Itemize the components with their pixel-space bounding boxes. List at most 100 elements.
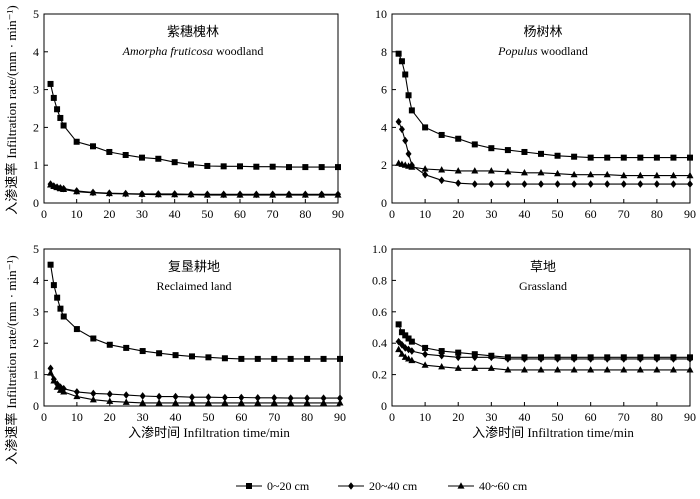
data-point [455, 353, 462, 362]
data-point [587, 355, 594, 363]
x-tick-label: 0 [389, 410, 395, 424]
data-point [402, 136, 409, 145]
data-point [537, 366, 545, 373]
y-axis-label-top: 入渗速率 Infiltration rate/(mm · min⁻¹) [4, 5, 19, 214]
data-point [438, 166, 446, 173]
data-point [47, 364, 54, 373]
data-point [122, 151, 129, 158]
data-point [554, 366, 562, 373]
legend-marker [457, 482, 465, 489]
y-tick-label: 10 [375, 7, 387, 21]
data-point [73, 187, 81, 195]
data-point [471, 141, 478, 148]
data-point [471, 364, 479, 371]
data-point [320, 394, 327, 402]
data-point [687, 154, 693, 161]
data-point [287, 355, 294, 362]
panel-title-en-rest: Grassland [519, 279, 567, 293]
y-tick-label: 5 [33, 242, 39, 256]
data-point [653, 171, 661, 179]
legend-marker [348, 482, 354, 490]
x-tick-label: 20 [103, 207, 115, 221]
panel-title-cn: 复垦耕地 [168, 259, 220, 274]
data-point [670, 355, 677, 363]
panel-title-en-italic: Amorpha fruticosa [122, 44, 213, 58]
y-axis-label-bottom: 入渗速率 Infiltration rate/(mm · min⁻¹) [4, 255, 19, 464]
data-point [637, 180, 644, 188]
y-tick-label: 1 [33, 158, 39, 172]
data-point [520, 366, 528, 373]
y-tick-label: 1.0 [372, 242, 387, 256]
data-point [47, 261, 54, 268]
data-point [408, 163, 416, 170]
data-point [395, 321, 402, 328]
series-40-60-cm [47, 369, 344, 406]
data-point [318, 191, 326, 198]
data-point [421, 165, 429, 172]
series-0-20-cm [395, 50, 693, 161]
data-point [687, 355, 693, 363]
data-point [554, 152, 561, 159]
data-point [620, 171, 628, 179]
x-tick-label: 80 [301, 410, 313, 424]
data-point [221, 393, 228, 402]
data-point [270, 399, 278, 406]
data-point [53, 383, 61, 390]
series-line [398, 121, 690, 185]
data-point [604, 154, 611, 161]
y-tick-label: 0 [381, 399, 387, 413]
plot-frame [43, 248, 341, 407]
data-point [90, 389, 97, 398]
data-point [604, 355, 611, 363]
x-tick-label: 10 [71, 410, 83, 424]
legend: 0~20 cm 20~40 cm 40~60 cm [236, 479, 528, 493]
data-point [504, 355, 511, 363]
data-point [620, 154, 627, 161]
plot-frame [391, 13, 691, 204]
data-point [455, 135, 462, 142]
legend-item: 0~20 cm [236, 479, 310, 493]
data-point [521, 355, 528, 363]
data-point [438, 351, 445, 360]
y-tick-label: 2 [33, 120, 39, 134]
data-point [405, 92, 412, 99]
x-tick-label: 30 [137, 410, 149, 424]
y-axis-label-en: Infiltration rate/(mm · min⁻¹) [4, 5, 19, 158]
data-point [90, 143, 96, 150]
data-point [669, 366, 677, 373]
x-tick-label: 0 [41, 410, 47, 424]
y-tick-label: 0 [33, 399, 39, 413]
x-tick-label: 40 [518, 207, 530, 221]
data-point [189, 353, 195, 360]
data-point [422, 124, 429, 131]
data-point [487, 364, 495, 371]
data-point [395, 50, 402, 57]
data-point [138, 190, 146, 197]
data-point [172, 352, 179, 359]
data-point [438, 131, 445, 138]
data-point [236, 191, 244, 198]
y-tick-label: 4 [381, 120, 387, 134]
data-point [454, 364, 462, 371]
data-point [405, 335, 412, 342]
data-point [122, 190, 130, 197]
data-point [636, 366, 644, 373]
data-point [106, 390, 113, 398]
data-point [106, 341, 113, 348]
plot-frame [391, 248, 691, 407]
panel-title-en-rest: woodland [538, 44, 588, 58]
x-tick-label: 40 [169, 207, 181, 221]
data-point [220, 191, 228, 198]
y-axis-label-en: Infiltration rate/(mm · min⁻¹) [4, 255, 19, 408]
series-line [50, 264, 340, 360]
data-point [60, 122, 67, 129]
x-tick-label: 90 [334, 410, 346, 424]
y-tick-label: 4 [33, 45, 39, 59]
data-point [604, 180, 611, 188]
legend-item: 40~60 cm [448, 479, 528, 493]
data-point [335, 164, 341, 171]
data-point [106, 397, 114, 404]
data-point [205, 393, 212, 402]
series-20-40-cm [47, 364, 343, 402]
data-point [405, 150, 412, 158]
